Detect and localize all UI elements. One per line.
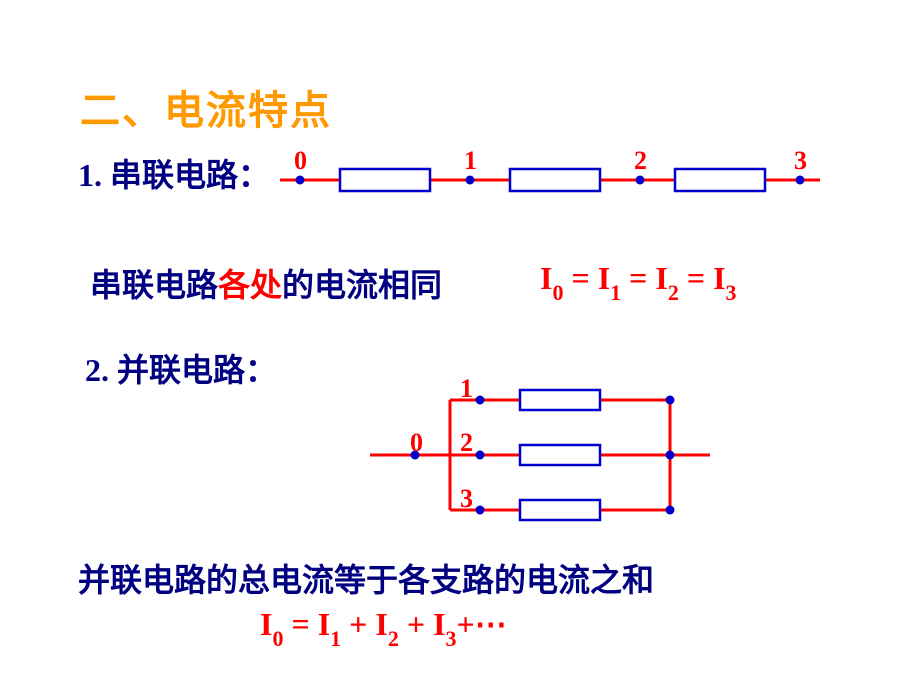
series-heading: 1. 串联电路： xyxy=(78,150,270,196)
parallel-circuit-diagram xyxy=(370,380,730,530)
parallel-heading: 2. 并联电路： xyxy=(85,345,277,391)
series-circuit-diagram xyxy=(280,150,820,210)
series-desc-pre: 串联电路 xyxy=(90,267,218,303)
parallel-node-label: 1 xyxy=(460,374,473,404)
parallel-formula: I0 = I1 + I2 + I3+⋯ xyxy=(260,605,507,648)
series-desc-post: 的电流相同 xyxy=(282,267,442,303)
parallel-description: 并联电路的总电流等于各支路的电流之和 xyxy=(78,555,654,601)
parallel-node-label: 0 xyxy=(410,428,423,458)
section-title: 二、电流特点 xyxy=(80,78,332,136)
series-desc-red: 各处 xyxy=(218,267,282,303)
parallel-node-label: 3 xyxy=(460,484,473,514)
series-formula: I0 = I1 = I2 = I3 xyxy=(540,260,737,302)
series-node-label: 2 xyxy=(634,146,647,176)
series-description: 串联电路各处的电流相同 xyxy=(90,260,442,306)
parallel-node-label: 2 xyxy=(460,428,473,458)
series-node-label: 0 xyxy=(294,146,307,176)
series-node-label: 3 xyxy=(794,146,807,176)
series-node-label: 1 xyxy=(464,146,477,176)
